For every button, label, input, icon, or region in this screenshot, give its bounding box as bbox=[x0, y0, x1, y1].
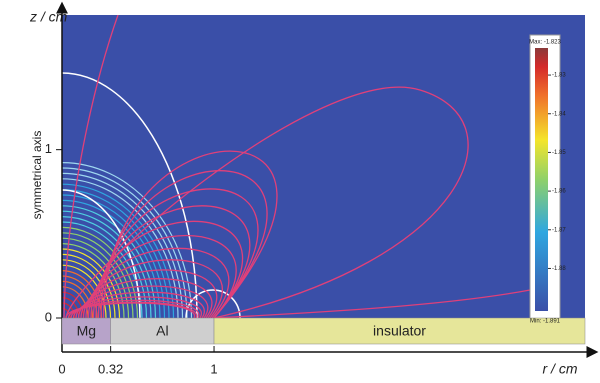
field-lines bbox=[62, 15, 531, 318]
x-tick-label: 1 bbox=[210, 361, 217, 376]
colorbar-tick-label: -1.87 bbox=[552, 227, 566, 233]
contour bbox=[62, 264, 107, 318]
x-axis-label: r / cm bbox=[543, 361, 578, 377]
colorbar-min: Min: -1.891 bbox=[530, 319, 561, 325]
colorbar-tick-label: -1.85 bbox=[552, 150, 566, 156]
region-label: Al bbox=[156, 323, 168, 339]
contour bbox=[62, 205, 157, 318]
field-line bbox=[63, 15, 119, 318]
colorbar-tick-label: -1.86 bbox=[552, 189, 566, 195]
y-tick-label: 1 bbox=[45, 141, 52, 156]
field-line bbox=[65, 86, 469, 318]
region-label: Mg bbox=[77, 323, 96, 339]
region bbox=[213, 317, 586, 345]
contour bbox=[62, 167, 188, 318]
region-label: insulator bbox=[373, 323, 426, 339]
x-tick-label: 0.32 bbox=[98, 361, 123, 376]
contour bbox=[62, 172, 184, 318]
contour bbox=[62, 280, 94, 318]
region bbox=[61, 317, 111, 345]
colorbar-tick-label: -1.84 bbox=[552, 111, 566, 117]
x-tick-label: 0 bbox=[58, 361, 65, 376]
field-line bbox=[213, 289, 531, 318]
contour bbox=[62, 253, 116, 318]
field-line bbox=[102, 150, 278, 318]
region bbox=[110, 317, 215, 345]
y-tick-label: 0 bbox=[45, 309, 52, 324]
contour bbox=[62, 189, 170, 318]
axis-note: symmetrical axis bbox=[30, 131, 44, 220]
field-line bbox=[65, 302, 195, 318]
contour bbox=[62, 259, 112, 318]
contour bbox=[62, 221, 143, 318]
colorbar-max: Max: -1.823 bbox=[529, 40, 561, 46]
plot-background bbox=[62, 15, 585, 318]
colorbar-tick-label: -1.88 bbox=[552, 266, 566, 272]
colorbar-tick-label: -1.83 bbox=[552, 73, 566, 79]
contour bbox=[62, 189, 141, 318]
contour bbox=[62, 183, 175, 318]
colorbar bbox=[535, 48, 548, 311]
contour bbox=[62, 286, 89, 318]
